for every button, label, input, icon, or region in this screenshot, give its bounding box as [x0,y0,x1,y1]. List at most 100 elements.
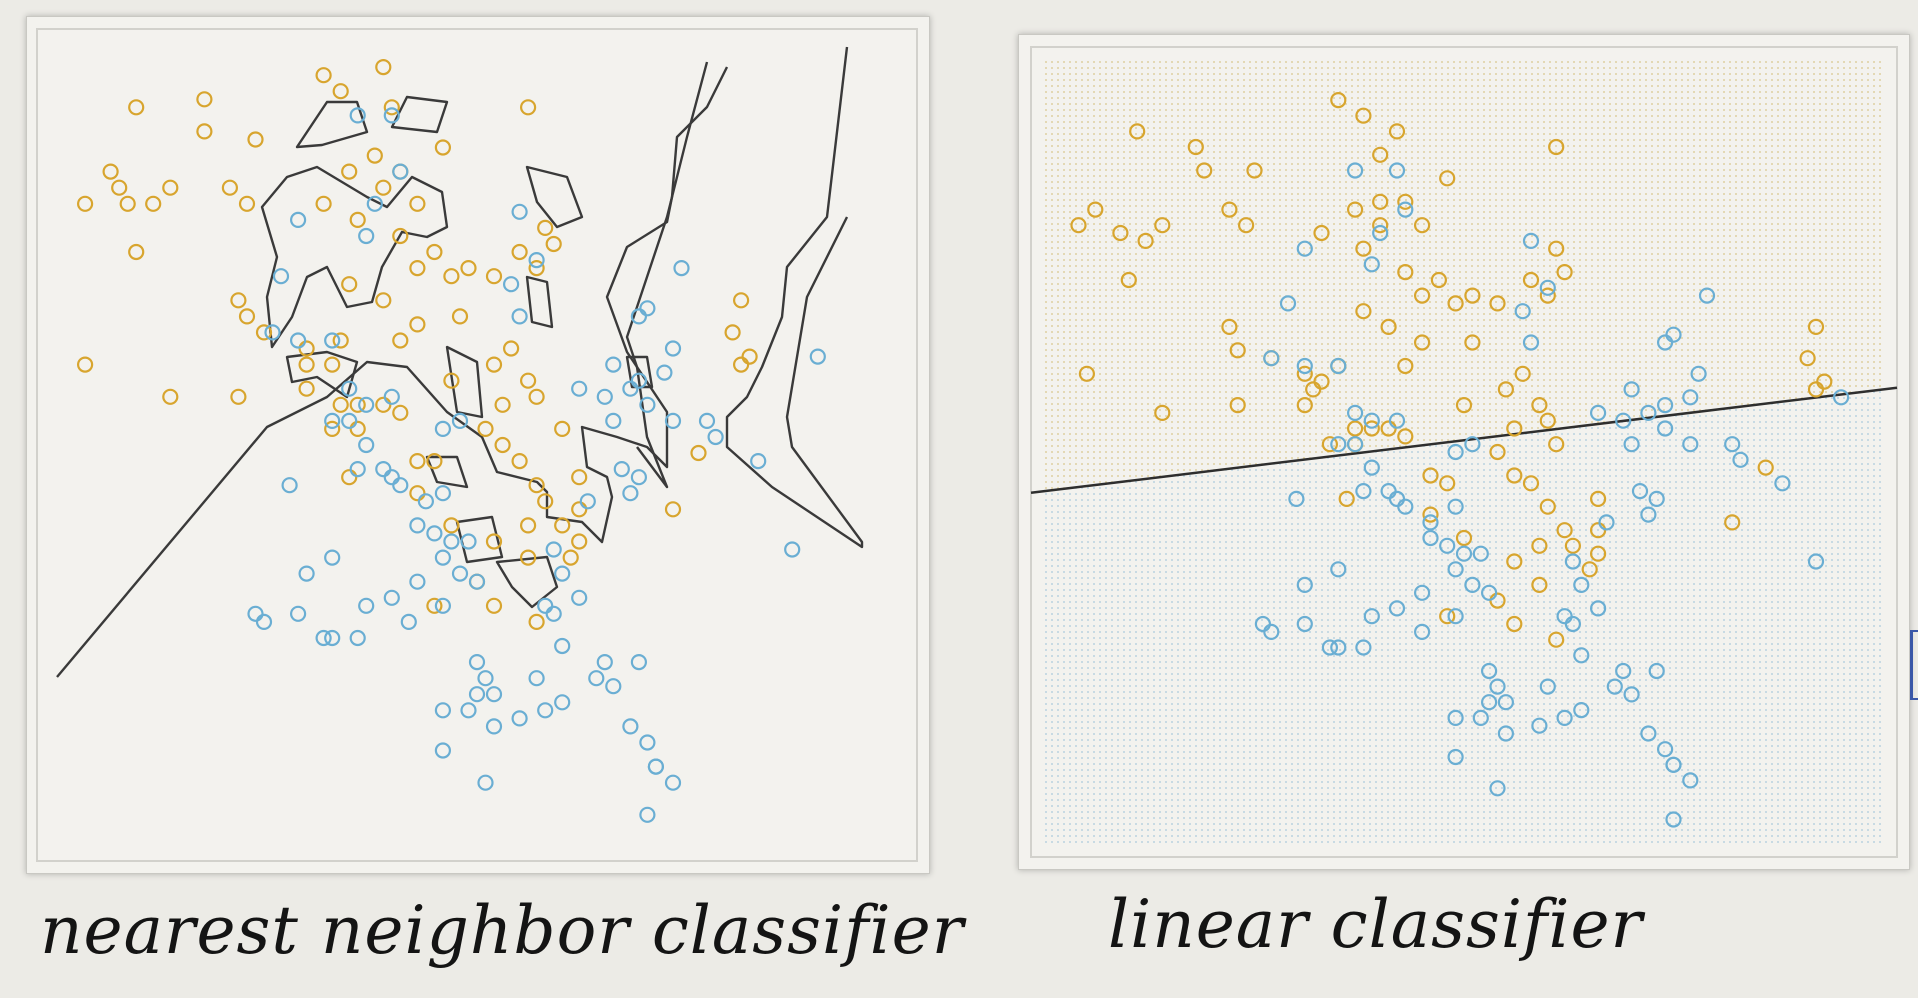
orange-data-point [375,292,392,309]
blue-data-point [1330,561,1347,578]
blue-data-point [383,589,400,606]
orange-data-point [1355,107,1372,124]
blue-data-point [383,469,400,486]
orange-data-point [562,549,579,566]
blue-data-point [630,372,648,389]
blue-data-point [1347,404,1364,421]
orange-data-point [1455,529,1473,547]
orange-data-point [1355,240,1372,257]
blue-data-point [1665,756,1682,773]
orange-data-point [162,388,179,405]
blue-data-point [1464,436,1481,453]
orange-data-point [392,332,409,349]
blue-data-point [1698,287,1716,304]
orange-data-point [741,348,758,365]
blue-data-point [358,227,375,245]
orange-data-point [383,99,400,116]
orange-data-point [392,227,409,245]
orange-data-point [1531,537,1548,554]
blue-data-point [1355,639,1372,656]
blue-data-point [571,380,588,397]
orange-data-point [664,501,682,518]
orange-data-point [485,268,503,285]
orange-data-point [349,211,366,228]
blue-data-point [1363,256,1380,273]
orange-data-point [1363,420,1380,437]
orange-data-point [341,276,358,293]
orange-data-point [511,243,528,261]
blue-data-point [1254,615,1271,633]
orange-data-point [1757,459,1774,476]
orange-data-point [426,453,443,470]
blue-data-point [554,565,571,582]
blue-data-point [1330,357,1347,375]
blue-data-point [1330,436,1347,453]
orange-data-point [409,453,426,470]
orange-data-point [732,292,750,309]
orange-data-point [443,268,460,285]
orange-data-point [554,517,571,534]
blue-data-point [1539,678,1556,695]
orange-data-point [520,549,537,566]
blue-data-point [324,412,341,429]
blue-data-point [255,613,273,631]
blue-data-point [324,629,341,647]
blue-data-point [639,806,656,823]
boundary-segment [445,345,484,419]
blue-data-point [392,477,409,494]
blue-data-point [639,734,656,751]
blue-data-point [434,742,451,759]
blue-data-point [485,686,503,703]
blue-data-point [1296,240,1313,257]
blue-data-point [596,388,613,405]
orange-data-point [1522,475,1540,492]
orange-data-point [485,597,503,614]
blue-data-point [1556,709,1573,727]
orange-data-point [76,195,94,212]
blue-data-point [571,589,588,606]
orange-data-point [315,67,332,84]
blue-data-point [537,597,554,614]
orange-data-point [528,613,545,631]
blue-data-point [1447,561,1464,578]
blue-data-point [605,412,622,429]
blue-data-point [1665,811,1682,828]
orange-data-point [528,477,545,494]
orange-data-point [111,179,128,196]
orange-data-point [341,163,358,180]
blue-data-point [622,485,639,502]
orange-data-point [1548,138,1565,156]
blue-data-point [656,364,673,381]
orange-data-point [434,139,451,156]
blue-data-point [477,774,494,791]
blue-data-point [417,493,434,510]
plot-frame [1030,46,1898,858]
orange-data-point [1548,631,1565,648]
orange-data-point [1221,318,1238,335]
blue-data-point [434,485,451,502]
orange-data-point [1397,428,1414,445]
blue-data-point [1388,162,1406,179]
blue-data-point [1615,412,1632,429]
blue-data-point [349,461,366,478]
orange-data-point [1246,162,1263,179]
orange-data-point [315,195,332,212]
blue-data-point [1531,717,1548,734]
orange-data-point [571,533,588,550]
blue-data-point [1573,576,1590,594]
blue-data-point [1447,709,1464,727]
edge-marker [1910,630,1918,700]
blue-data-point [426,525,443,542]
orange-data-point [1464,334,1481,351]
orange-data-point [724,324,741,341]
linear-classifier-caption: linear classifier [1108,886,1644,963]
blue-data-point [1397,201,1414,218]
orange-data-point [443,517,460,534]
orange-data-point [298,340,315,357]
orange-data-point [375,396,392,413]
boundary-segment [625,355,654,389]
blue-data-point [1564,615,1582,633]
orange-data-point [1506,553,1523,570]
blue-data-point [1489,678,1506,695]
orange-data-point [409,195,426,212]
